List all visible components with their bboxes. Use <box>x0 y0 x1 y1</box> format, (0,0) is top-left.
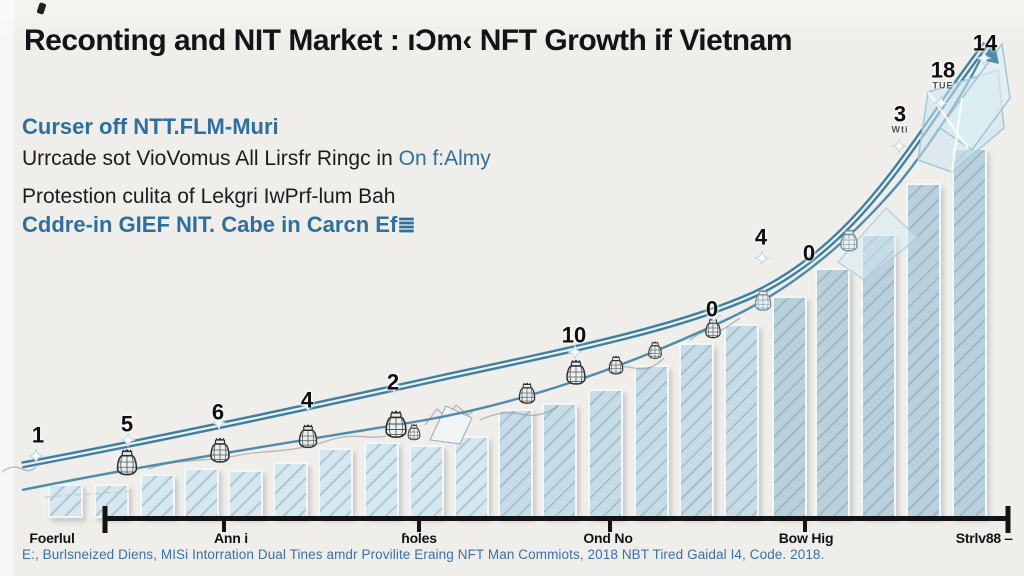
x-axis-label: Bow Hig <box>778 530 834 546</box>
x-axis-label: ɦoles <box>401 530 437 546</box>
x-axis-line <box>104 516 1010 521</box>
x-axis-tick <box>417 516 421 532</box>
source-caption: E:, Burlsneized Diens, MISi Intorration … <box>22 547 825 562</box>
x-axis-end-cap <box>102 506 108 533</box>
x-axis-label: Ond No <box>583 530 633 546</box>
x-axis-end-cap <box>1005 506 1011 533</box>
x-axis-label: Strlv88 ‒ <box>955 530 1013 546</box>
x-axis-tick <box>222 516 226 532</box>
x-axis-tick <box>608 516 612 532</box>
x-axis-label: Foerlul <box>29 530 75 546</box>
x-axis-label: Ann i <box>214 530 248 546</box>
x-axis-tick <box>803 516 807 532</box>
